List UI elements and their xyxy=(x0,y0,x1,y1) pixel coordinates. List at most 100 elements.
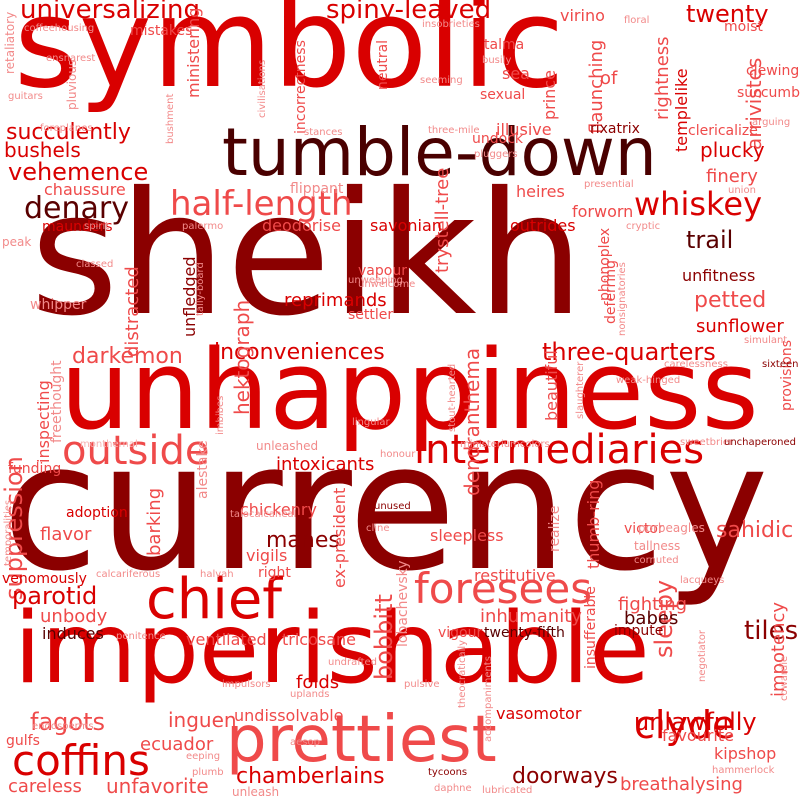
word-alestake: alestake xyxy=(195,440,211,499)
word-stances: stances xyxy=(304,127,343,138)
word-inconveniences: inconveniences xyxy=(214,340,385,365)
word-realize: realize xyxy=(547,505,563,552)
word-unwelcome: unwelcome xyxy=(358,279,416,290)
word-sahidic: sahidic xyxy=(716,518,794,543)
word-imperishable: imperishable xyxy=(14,592,650,706)
word-breathalysing: breathalysing xyxy=(620,774,743,795)
word-vigour: vigour xyxy=(438,625,483,641)
word-undock: undock xyxy=(472,131,524,147)
word-twenty: twenty xyxy=(686,0,769,28)
word-sunflower: sunflower xyxy=(696,316,784,337)
word-bushment: bushment xyxy=(165,93,176,144)
word-hektograph: hektograph xyxy=(230,299,254,415)
word-theocratically: theocratically xyxy=(457,639,468,708)
word-unbody: unbody xyxy=(40,606,108,627)
word-imbibes: imbibes xyxy=(215,395,226,435)
word-of: of xyxy=(600,68,618,89)
word-chamberlains: chamberlains xyxy=(236,764,385,789)
word-negotiator: negotiator xyxy=(697,630,708,682)
word-kipshop: kipshop xyxy=(714,744,777,763)
word-insobrieties: insobrieties xyxy=(422,19,480,30)
word-pulsive: pulsive xyxy=(404,679,440,690)
word-prettiest: prettiest xyxy=(226,703,497,777)
word-lacqueys: lacqueys xyxy=(680,575,725,586)
word-moist: moist xyxy=(724,19,763,35)
word-dendranthema: dendranthema xyxy=(460,347,484,496)
word-cowardie: cowardie xyxy=(779,655,790,701)
word-foresees: foresees xyxy=(414,564,593,613)
word-venomously: venomously xyxy=(2,571,87,587)
word-clyde: clyde xyxy=(634,703,736,747)
word-twenty-fifth: twenty-fifth xyxy=(484,625,565,641)
word-prince: prince xyxy=(540,70,559,120)
word-tiles: tiles xyxy=(744,616,799,646)
word-finery: finery xyxy=(706,166,758,187)
word-victor: victor xyxy=(624,521,664,537)
word-union: union xyxy=(728,185,756,196)
word-neutral: neutral xyxy=(375,39,391,90)
word-chickenry: chickenry xyxy=(240,500,317,519)
word-outside: outside xyxy=(62,428,210,474)
word-fighting: fighting xyxy=(618,594,688,615)
word-monthernal: monthernal xyxy=(80,439,138,450)
word-slaughterer: slaughterer xyxy=(575,361,586,419)
word-rixatrix: rixatrix xyxy=(590,121,640,137)
word-uplands: uplands xyxy=(290,689,330,700)
word-unlawfully: unlawfully xyxy=(634,708,757,736)
word-hammerlock: hammerlock xyxy=(712,765,775,776)
word-babes: babes xyxy=(624,608,679,629)
word-accompaniments: accompaniments xyxy=(483,656,494,742)
word-chaussure: chaussure xyxy=(44,180,126,199)
word-civilisations: civilisations xyxy=(257,59,268,118)
word-right: right xyxy=(258,565,291,581)
word-ex-president: ex-president xyxy=(330,487,349,588)
word-presential: presential xyxy=(584,179,634,190)
word-cornuted: cornuted xyxy=(634,555,679,566)
word-provisions: provisions xyxy=(779,340,795,411)
word-illusive: illusive xyxy=(496,120,552,139)
word-plucky: plucky xyxy=(700,138,765,162)
word-manes: manes xyxy=(266,528,340,553)
word-denary: denary xyxy=(24,191,129,226)
word-bushels: bushels xyxy=(4,138,81,162)
word-vapour: vapour xyxy=(358,263,407,279)
word-undrafted: undrafted xyxy=(328,657,378,668)
word-sweetbrier: sweetbrier xyxy=(680,437,734,448)
word-fagots: fagots xyxy=(30,708,105,736)
word-lingular: lingular xyxy=(352,417,390,428)
word-insufferable: insufferable xyxy=(583,586,599,669)
word-endosperms: endosperms xyxy=(32,721,94,732)
word-impulsors: impulsors xyxy=(222,679,271,690)
word-inhumanity: inhumanity xyxy=(480,606,582,627)
word-universalizing: universalizing xyxy=(20,0,201,25)
word-tricosane: tricosane xyxy=(282,630,357,649)
word-seeming: seeming xyxy=(420,75,463,86)
word-symbolic: symbolic xyxy=(14,0,565,116)
word-spirit: spirit xyxy=(84,221,110,232)
word-intermediaries: intermediaries xyxy=(414,427,705,473)
word-outrides: outrides xyxy=(510,216,576,235)
word-petted: petted xyxy=(694,288,767,313)
word-plumb: plumb xyxy=(192,767,224,778)
word-induces: induces xyxy=(42,624,104,643)
word-spiny-leaved: spiny-leaved xyxy=(326,0,492,25)
word-ensnarest: ensnarest xyxy=(46,53,96,64)
word-unused: unused xyxy=(374,501,411,512)
word-coffins: coffins xyxy=(12,736,150,785)
word-ministering: ministering xyxy=(184,7,203,98)
word-retaliatory: retaliatory xyxy=(3,11,17,74)
word-daphne: daphne xyxy=(434,783,472,794)
word-chief: chief xyxy=(146,567,283,632)
word-ministeriumcolors: ministeriumcolors xyxy=(460,439,550,450)
word-unhappiness: unhappiness xyxy=(60,326,759,454)
word-succulently: succulently xyxy=(6,120,131,145)
word-pluvious: pluvious xyxy=(65,59,79,110)
word-beautiful: beautiful xyxy=(542,350,561,421)
word-cryptic: cryptic xyxy=(626,221,661,232)
word-succumb: succumb xyxy=(737,85,800,101)
word-vehemence: vehemence xyxy=(8,158,149,186)
word-unleashed: unleashed xyxy=(256,439,319,453)
word-talocalcaneal: talocalcaneal xyxy=(230,509,297,520)
word-nonsignatories: nonsignatories xyxy=(617,262,628,336)
